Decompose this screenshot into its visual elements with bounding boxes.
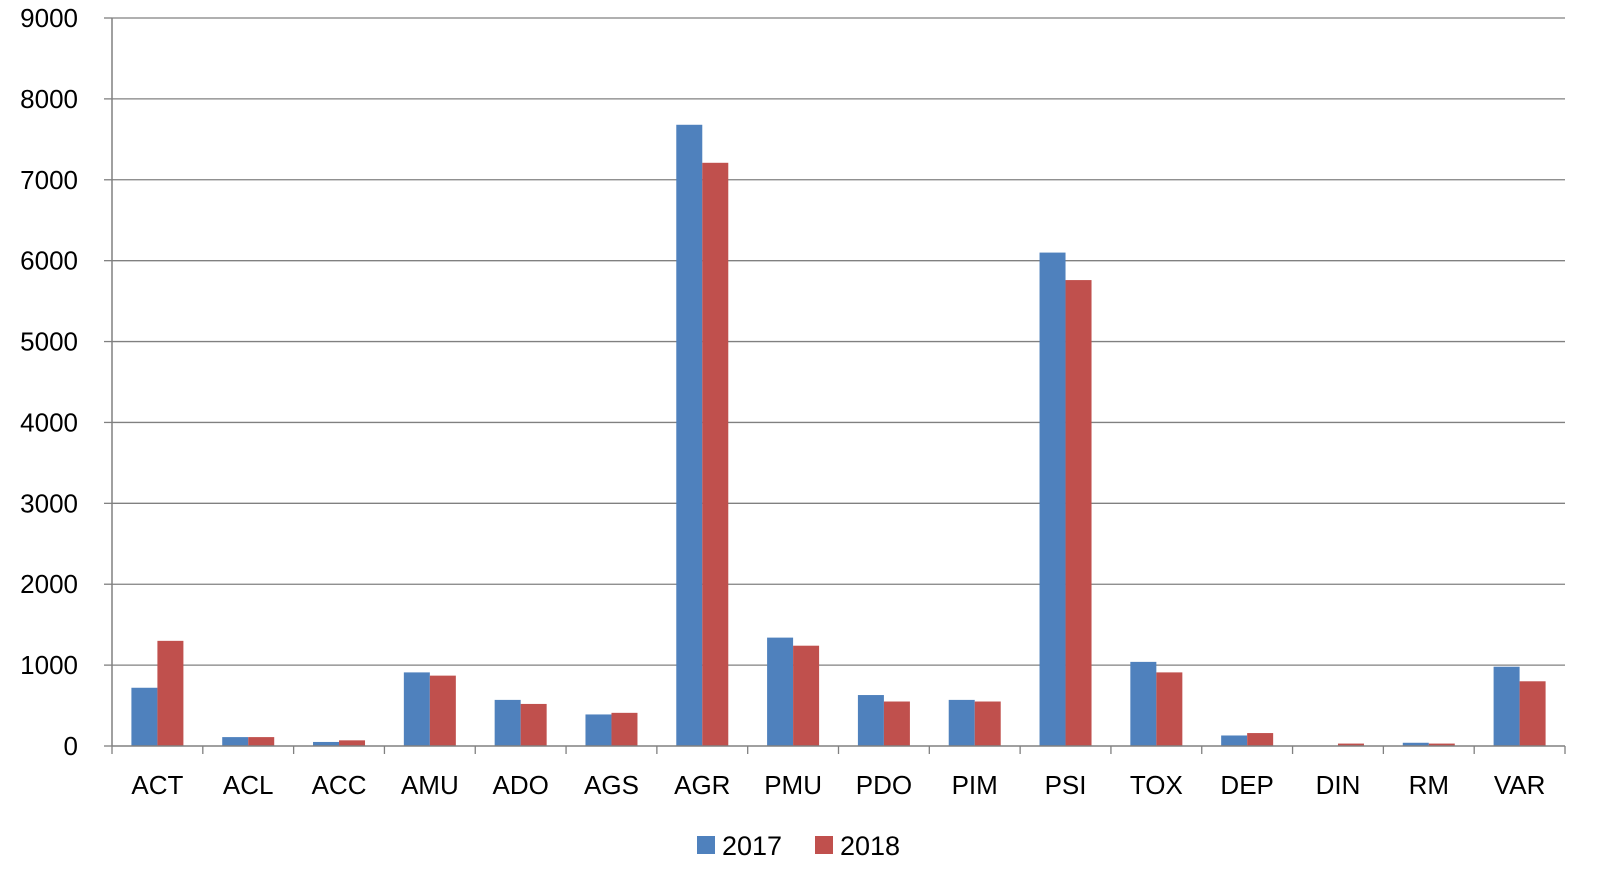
bar-2017-VAR — [1493, 666, 1520, 746]
bar-2018-ADO — [520, 703, 547, 746]
bar-2018-DEP — [1247, 733, 1274, 746]
x-tick-label: VAR — [1494, 770, 1546, 800]
bar-2017-AMU — [403, 672, 430, 746]
bar-2017-TOX — [1130, 661, 1157, 746]
bar-2017-PMU — [767, 637, 794, 746]
y-tick-label: 3000 — [20, 488, 78, 518]
bar-2018-PSI — [1065, 280, 1092, 746]
y-axis-tick-labels: 0 1000 2000 3000 4000 5000 6000 7000 8000 9000 — [20, 3, 78, 761]
bar-2018-PMU — [793, 645, 820, 746]
x-tick-label: AGS — [584, 770, 639, 800]
x-tick-label: AMU — [401, 770, 459, 800]
y-tick-label: 0 — [64, 731, 78, 761]
axes — [104, 17, 1566, 754]
bar-2018-ACC — [339, 740, 366, 746]
bar-2017-AGS — [585, 714, 612, 746]
legend: 2017 2018 — [697, 831, 900, 861]
bar-2018-TOX — [1156, 672, 1183, 746]
y-tick-label: 1000 — [20, 650, 78, 680]
bar-2018-AMU — [429, 675, 456, 746]
bar-2017-PDO — [857, 695, 884, 746]
y-tick-label: 8000 — [20, 84, 78, 114]
bar-2017-PIM — [948, 699, 975, 746]
x-axis-tick-labels: ACT ACL ACC AMU ADO AGS AGR PMU PDO PIM PSI TOX DEP D… — [131, 770, 1545, 800]
legend-label-2017: 2017 — [722, 831, 782, 861]
x-tick-label: RM — [1409, 770, 1449, 800]
bar-2018-DIN — [1337, 743, 1364, 746]
bar-2018-PIM — [974, 701, 1001, 746]
x-tick-label: TOX — [1130, 770, 1183, 800]
y-tick-label: 7000 — [20, 165, 78, 195]
y-tick-label: 2000 — [20, 569, 78, 599]
x-tick-label: PSI — [1045, 770, 1087, 800]
bar-2017-ADO — [494, 699, 521, 746]
bar-2018-ACL — [248, 737, 275, 746]
gridlines — [112, 17, 1565, 666]
x-tick-label: ACC — [312, 770, 367, 800]
bar-2017-RM — [1402, 742, 1429, 746]
x-tick-label: PMU — [764, 770, 822, 800]
legend-swatch-2017 — [697, 836, 715, 854]
x-tick-label: ACL — [223, 770, 274, 800]
x-tick-label: AGR — [674, 770, 730, 800]
bar-2017-AGR — [676, 124, 703, 747]
x-tick-label: ACT — [131, 770, 183, 800]
bar-2017-ACC — [313, 741, 340, 746]
y-tick-label: 4000 — [20, 407, 78, 437]
legend-label-2018: 2018 — [840, 831, 900, 861]
bar-2017-PSI — [1039, 252, 1066, 747]
x-tick-label: PDO — [856, 770, 912, 800]
y-tick-label: 5000 — [20, 327, 78, 357]
bar-2018-PDO — [883, 701, 910, 746]
bar-2018-AGS — [611, 712, 638, 746]
bar-2017-DEP — [1221, 735, 1248, 746]
bar-2017-ACL — [222, 737, 249, 746]
x-tick-label: ADO — [492, 770, 548, 800]
legend-swatch-2018 — [815, 836, 833, 854]
x-tick-label: DIN — [1316, 770, 1361, 800]
x-tick-label: PIM — [952, 770, 998, 800]
x-tick-label: DEP — [1220, 770, 1273, 800]
bar-2018-ACT — [157, 640, 184, 746]
bar-2017-ACT — [131, 687, 158, 746]
bar-2018-RM — [1428, 743, 1455, 746]
y-tick-label: 6000 — [20, 246, 78, 276]
bars — [131, 124, 1546, 747]
bar-2018-VAR — [1519, 681, 1546, 746]
y-tick-label: 9000 — [20, 3, 78, 33]
bar-2018-AGR — [702, 162, 729, 746]
